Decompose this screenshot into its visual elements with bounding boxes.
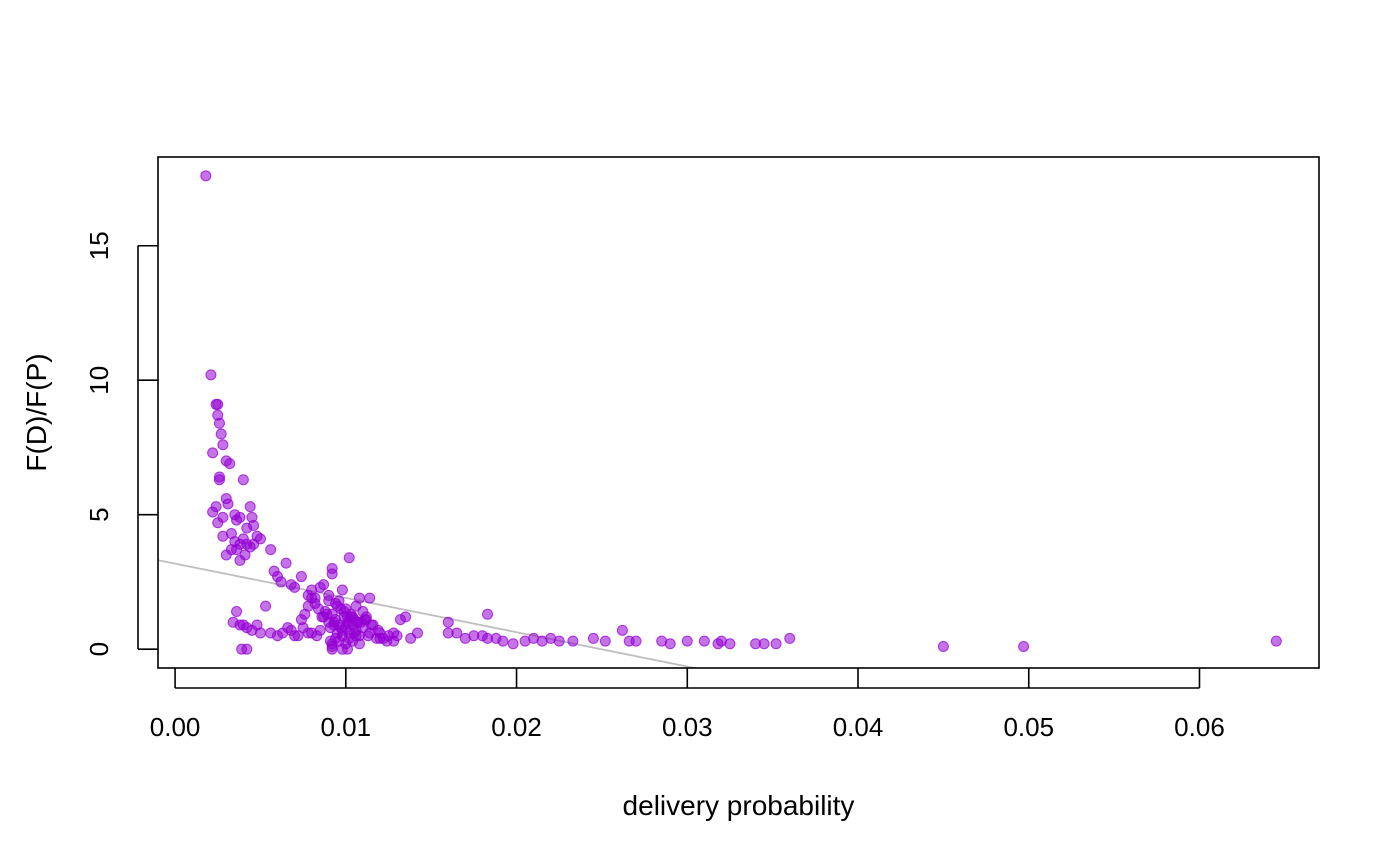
data-point — [507, 638, 519, 650]
y-tick-label: 10 — [84, 366, 114, 395]
data-point — [353, 638, 365, 650]
data-point — [681, 635, 693, 647]
data-point — [295, 614, 307, 626]
data-point — [442, 616, 454, 628]
data-point — [207, 447, 219, 459]
data-point — [630, 635, 642, 647]
data-point — [237, 474, 249, 486]
data-point — [217, 439, 229, 451]
data-point — [400, 611, 412, 623]
data-point — [280, 557, 292, 569]
points-layer — [200, 170, 1282, 655]
data-point — [364, 592, 376, 604]
data-point — [336, 584, 348, 596]
x-tick-label: 0.01 — [321, 712, 372, 742]
data-point — [212, 517, 224, 529]
data-point — [275, 576, 287, 588]
data-point — [231, 606, 243, 618]
data-point — [664, 638, 676, 650]
data-point — [335, 622, 347, 634]
trend-line — [158, 559, 700, 668]
data-point — [937, 640, 949, 652]
data-point — [244, 501, 256, 513]
data-point — [200, 170, 212, 182]
data-point — [724, 638, 736, 650]
data-point — [567, 635, 579, 647]
data-point — [482, 608, 494, 620]
plot-frame — [157, 156, 1320, 669]
data-point — [497, 635, 509, 647]
y-axis: 0 5 10 15 — [84, 231, 158, 656]
data-point — [353, 592, 365, 604]
data-point — [220, 549, 232, 561]
data-point — [355, 616, 367, 628]
data-point — [784, 632, 796, 644]
data-point — [244, 541, 256, 553]
data-point — [234, 511, 246, 523]
x-tick-label: 0.03 — [662, 712, 713, 742]
data-point — [599, 635, 611, 647]
data-point — [318, 579, 330, 591]
data-point — [292, 630, 304, 642]
data-point — [326, 562, 338, 574]
data-point — [553, 635, 565, 647]
data-point — [348, 627, 360, 639]
data-point — [224, 458, 236, 470]
y-tick-label: 0 — [84, 642, 114, 656]
data-point — [1270, 635, 1282, 647]
data-point — [616, 624, 628, 636]
data-point — [260, 600, 272, 612]
data-point — [215, 428, 227, 440]
x-tick-label: 0.00 — [150, 712, 201, 742]
y-tick-label: 15 — [84, 231, 114, 260]
data-point — [391, 630, 403, 642]
trend-line-layer — [158, 559, 700, 668]
data-point — [770, 638, 782, 650]
data-point — [217, 530, 229, 542]
data-point — [343, 552, 355, 564]
data-point — [323, 595, 335, 607]
data-point — [342, 611, 354, 623]
data-point — [222, 498, 234, 510]
x-tick-label: 0.06 — [1174, 712, 1225, 742]
data-point — [265, 544, 277, 556]
data-point — [698, 635, 710, 647]
data-point — [213, 474, 225, 486]
data-point — [205, 369, 217, 381]
data-point — [326, 640, 338, 652]
y-tick-label: 5 — [84, 507, 114, 521]
data-point — [248, 519, 260, 531]
data-point — [362, 630, 374, 642]
data-point — [412, 627, 424, 639]
data-point — [239, 549, 251, 561]
x-tick-label: 0.04 — [833, 712, 884, 742]
data-point — [381, 635, 393, 647]
data-point — [451, 627, 463, 639]
data-point — [342, 643, 354, 655]
data-point — [229, 536, 241, 548]
y-axis-title: F(D)/F(P) — [21, 353, 52, 471]
x-axis-title: delivery probability — [623, 790, 855, 821]
data-point — [213, 417, 225, 429]
data-point — [314, 624, 326, 636]
data-point — [1018, 640, 1030, 652]
x-tick-label: 0.05 — [1003, 712, 1054, 742]
data-point — [241, 643, 253, 655]
data-point — [207, 506, 219, 518]
data-point — [289, 581, 301, 593]
data-point — [295, 571, 307, 583]
x-axis: 0.00 0.01 0.02 0.03 0.04 0.05 0.06 — [150, 668, 1225, 742]
data-point — [758, 638, 770, 650]
x-tick-label: 0.02 — [491, 712, 542, 742]
data-point — [254, 627, 266, 639]
data-point — [212, 398, 224, 410]
data-point — [587, 632, 599, 644]
